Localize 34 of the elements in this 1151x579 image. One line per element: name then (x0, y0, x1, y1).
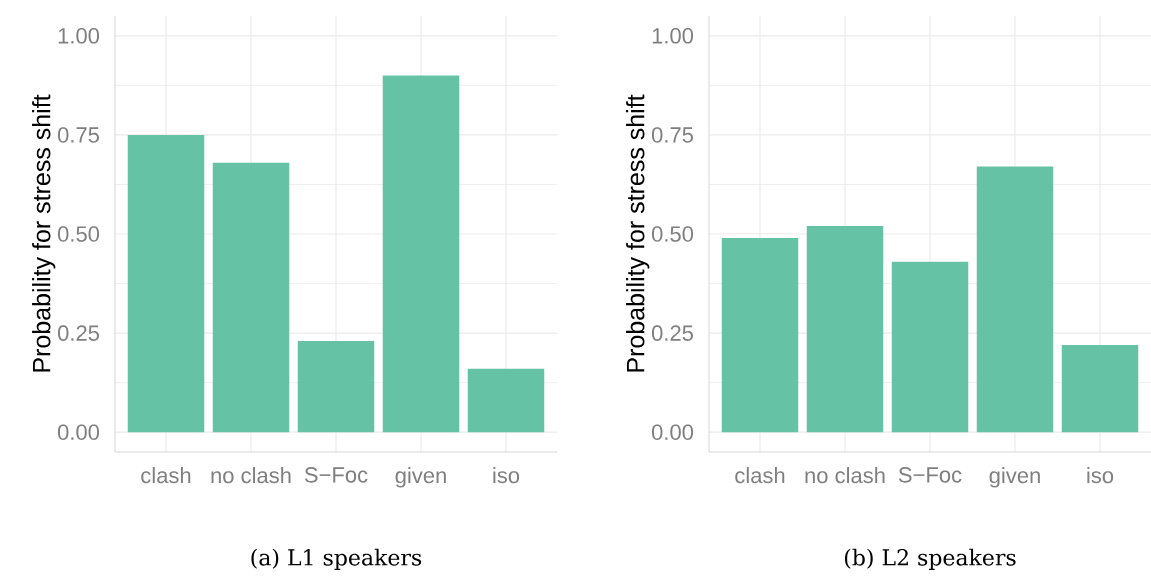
y-tick-label: 0.00 (651, 424, 694, 440)
text: (b) L2 speakers (844, 548, 1016, 570)
y-tick-label: 0.25 (57, 325, 99, 341)
x-tick-label: iso (493, 467, 520, 484)
bar (976, 166, 1054, 433)
bar (1061, 344, 1139, 433)
y-tick-label: 0.75 (651, 127, 693, 143)
x-tick-label: S−Foc (898, 467, 962, 483)
x-tick-label: no clash (805, 467, 885, 484)
bar (467, 368, 545, 433)
y-tick-label: 0.50 (651, 226, 694, 242)
bar (891, 261, 969, 433)
y-tick-label: 0.25 (651, 325, 693, 341)
bar (721, 237, 799, 433)
bar (127, 134, 205, 433)
x-tick-label: given (989, 467, 1040, 488)
bar (212, 162, 290, 433)
bar (297, 341, 375, 433)
bar (382, 75, 460, 433)
y-tick-label: 0.50 (57, 226, 100, 242)
y-tick-label: 0.75 (57, 127, 99, 143)
y-tick-label: 1.00 (58, 28, 100, 44)
y-tick-label: 0.00 (57, 424, 100, 440)
y-axis-title: Probability for stress shift (32, 94, 56, 372)
x-tick-label: S−Foc (304, 467, 368, 483)
x-tick-label: clash (735, 467, 785, 484)
x-tick-label: iso (1087, 467, 1114, 484)
text: (a) L1 speakers (251, 548, 422, 570)
bar (806, 226, 884, 433)
y-axis-title: Probability for stress shift (626, 94, 650, 372)
x-tick-label: clash (141, 467, 191, 484)
x-tick-label: no clash (211, 467, 291, 484)
y-tick-label: 1.00 (652, 28, 694, 44)
x-tick-label: given (395, 467, 446, 488)
